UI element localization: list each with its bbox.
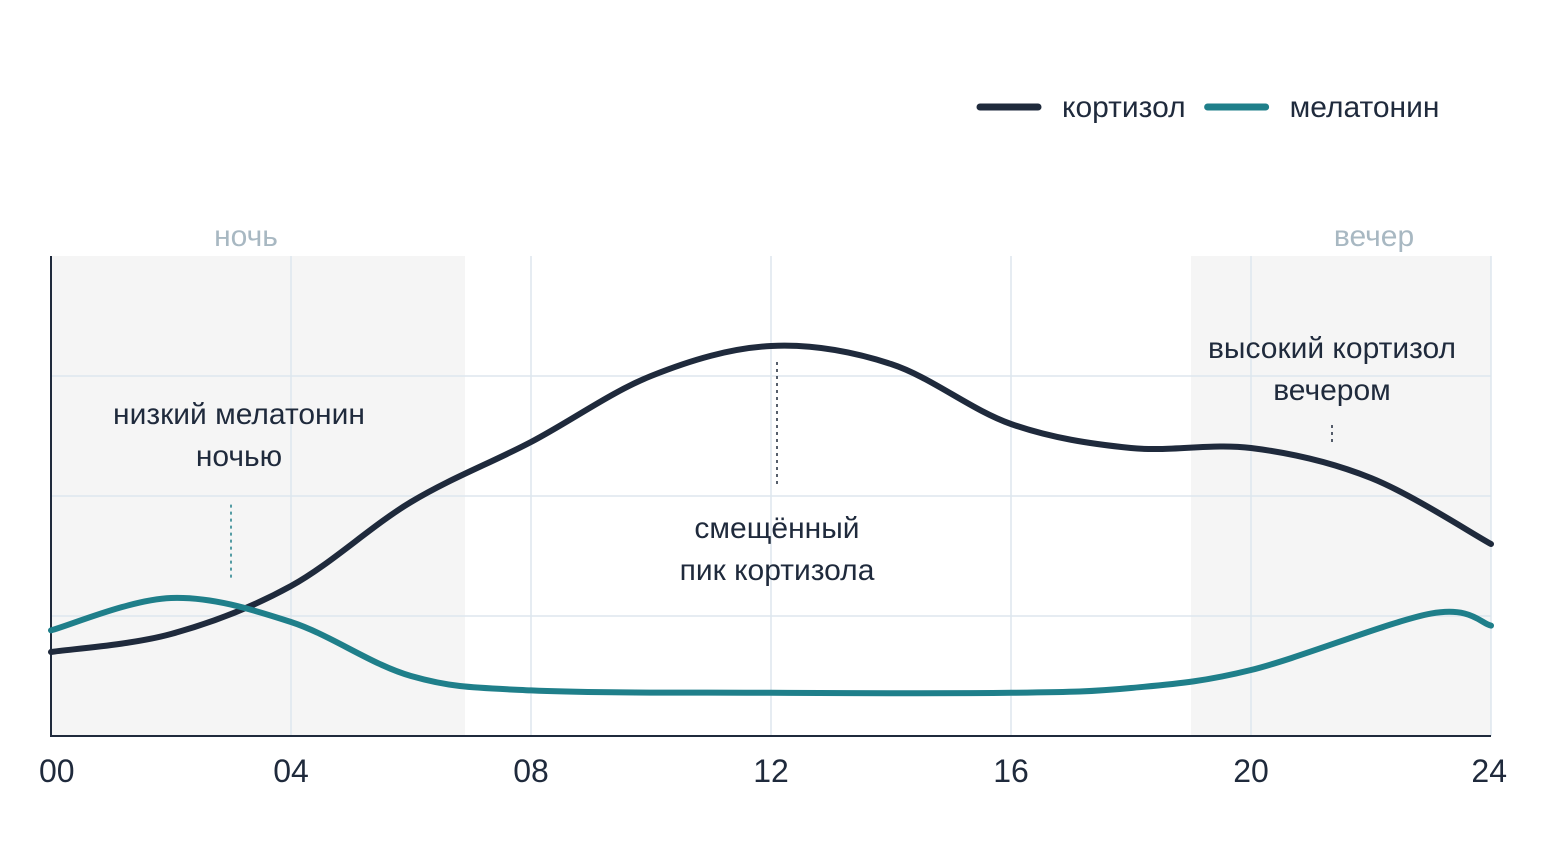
- annotation-text-0-0: низкий мелатонин: [113, 398, 365, 431]
- gridlines: [51, 256, 1492, 736]
- axes: [50, 256, 1491, 737]
- band-labels: ночь вечер: [214, 220, 1414, 253]
- series-lines: [48, 342, 1494, 697]
- x-tick-label-24: 24: [1471, 753, 1507, 789]
- legend: кортизол мелатонин: [976, 91, 1440, 124]
- annotations: низкий мелатонин ночью смещённый пик кортиз…: [113, 332, 1456, 587]
- annotation-text-2-1: вечером: [1273, 374, 1391, 407]
- x-tick-label-12: 12: [753, 753, 789, 789]
- annotation-text-0-1: ночью: [196, 440, 282, 473]
- series-line-1: [48, 594, 1494, 697]
- band-label-0: ночь: [214, 220, 278, 253]
- x-tick-label-00: 00: [39, 753, 75, 789]
- legend-label-1: мелатонин: [1290, 91, 1440, 124]
- x-tick-label-20: 20: [1233, 753, 1269, 789]
- x-tick-label-08: 08: [513, 753, 549, 789]
- legend-label-0: кортизол: [1062, 91, 1186, 124]
- annotation-text-2-0: высокий кортизол: [1208, 332, 1456, 365]
- x-tick-label-04: 04: [273, 753, 309, 789]
- x-tick-labels: 00 04 08 12 16 20 24: [39, 753, 1507, 789]
- band-label-1: вечер: [1334, 220, 1414, 253]
- series-line-0: [48, 342, 1494, 655]
- x-tick-label-16: 16: [993, 753, 1029, 789]
- annotation-text-1-1: пик кортизола: [680, 554, 875, 587]
- annotation-text-1-0: смещённый: [694, 512, 859, 545]
